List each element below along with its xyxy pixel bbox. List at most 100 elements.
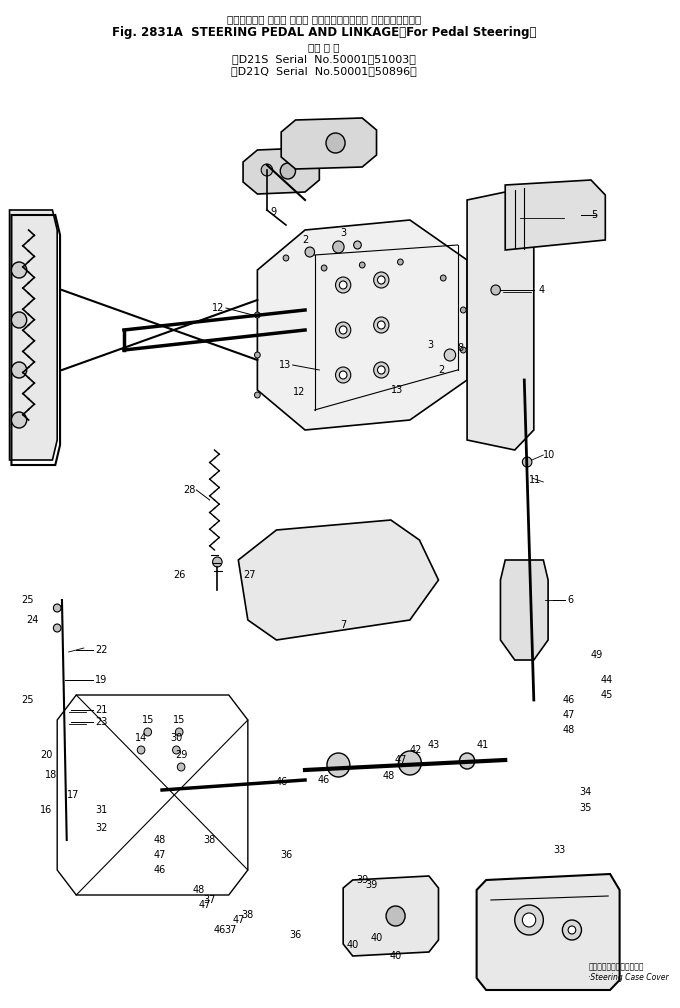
Text: 34: 34 <box>579 787 592 797</box>
Polygon shape <box>238 520 439 640</box>
Text: 36: 36 <box>290 930 302 940</box>
Text: （D21S  Serial  No.50001～51003）: （D21S Serial No.50001～51003） <box>232 54 416 64</box>
Circle shape <box>335 322 351 338</box>
Text: 38: 38 <box>203 835 216 845</box>
Text: 15: 15 <box>173 715 186 725</box>
Circle shape <box>374 272 389 288</box>
Circle shape <box>568 926 576 934</box>
Text: 4: 4 <box>539 285 545 295</box>
Text: 8: 8 <box>458 343 464 353</box>
Circle shape <box>460 307 466 313</box>
Polygon shape <box>467 190 534 450</box>
Circle shape <box>327 753 350 777</box>
Text: 2: 2 <box>302 235 308 245</box>
Text: 12: 12 <box>292 387 305 397</box>
Circle shape <box>175 728 183 736</box>
Polygon shape <box>282 118 377 169</box>
Text: 22: 22 <box>95 645 108 655</box>
Polygon shape <box>500 560 548 660</box>
Text: 31: 31 <box>95 805 107 815</box>
Text: 46: 46 <box>154 865 166 875</box>
Text: 47: 47 <box>232 915 245 925</box>
Text: 28: 28 <box>183 485 195 495</box>
Circle shape <box>441 275 446 281</box>
Circle shape <box>339 326 347 334</box>
Circle shape <box>333 241 344 253</box>
Circle shape <box>377 366 385 374</box>
Circle shape <box>377 321 385 329</box>
Circle shape <box>398 751 422 775</box>
Circle shape <box>374 317 389 333</box>
Circle shape <box>562 920 581 940</box>
Circle shape <box>522 913 536 927</box>
Text: 35: 35 <box>579 803 592 813</box>
Text: 46: 46 <box>213 925 225 935</box>
Text: 10: 10 <box>543 450 556 460</box>
Text: 46: 46 <box>318 775 330 785</box>
Text: 19: 19 <box>95 675 107 685</box>
Circle shape <box>386 906 405 926</box>
Circle shape <box>254 312 260 318</box>
Circle shape <box>491 285 500 295</box>
Text: 13: 13 <box>279 360 291 370</box>
Text: 38: 38 <box>241 910 254 920</box>
Text: 32: 32 <box>95 823 107 833</box>
Circle shape <box>254 352 260 358</box>
Circle shape <box>12 312 27 328</box>
Text: 3: 3 <box>340 228 346 238</box>
Text: 25: 25 <box>21 595 33 605</box>
Polygon shape <box>257 220 467 430</box>
Text: 37: 37 <box>203 895 216 905</box>
Circle shape <box>144 728 152 736</box>
Circle shape <box>213 557 222 566</box>
Circle shape <box>339 371 347 379</box>
Circle shape <box>254 392 260 398</box>
Circle shape <box>339 281 347 289</box>
Text: 18: 18 <box>45 770 57 780</box>
Text: 30: 30 <box>170 733 182 743</box>
Text: 20: 20 <box>40 750 52 760</box>
Circle shape <box>54 604 61 612</box>
Circle shape <box>177 763 185 771</box>
Text: 21: 21 <box>95 705 107 715</box>
Text: 27: 27 <box>243 570 256 580</box>
Text: 47: 47 <box>394 755 407 765</box>
Text: 7: 7 <box>340 620 346 630</box>
Text: 23: 23 <box>95 717 107 727</box>
Text: 42: 42 <box>409 745 422 755</box>
Text: 37: 37 <box>224 925 237 935</box>
Circle shape <box>460 753 475 769</box>
Text: 26: 26 <box>173 570 186 580</box>
Text: 48: 48 <box>562 725 575 735</box>
Text: ステアリングケースカバー: ステアリングケースカバー <box>588 963 644 972</box>
Circle shape <box>283 255 289 261</box>
Text: 39: 39 <box>356 875 369 885</box>
Text: Fig. 2831A  STEERING PEDAL AND LINKAGE（For Pedal Steering）: Fig. 2831A STEERING PEDAL AND LINKAGE（Fo… <box>112 26 537 39</box>
Circle shape <box>280 163 296 179</box>
Text: 40: 40 <box>347 940 359 950</box>
Text: 9: 9 <box>271 207 277 217</box>
Text: 46: 46 <box>562 695 575 705</box>
Circle shape <box>444 349 456 361</box>
Text: 39: 39 <box>366 880 378 890</box>
Text: 43: 43 <box>428 740 440 750</box>
Text: 47: 47 <box>154 850 166 860</box>
Polygon shape <box>505 180 605 250</box>
Circle shape <box>261 164 273 176</box>
Text: 40: 40 <box>371 933 383 943</box>
Polygon shape <box>243 148 320 194</box>
Circle shape <box>335 367 351 383</box>
Text: 48: 48 <box>192 885 205 895</box>
Circle shape <box>137 746 145 754</box>
Text: 3: 3 <box>427 340 433 350</box>
Polygon shape <box>343 876 439 956</box>
Text: 6: 6 <box>567 595 573 605</box>
Text: 2: 2 <box>439 365 445 375</box>
Text: 17: 17 <box>67 790 79 800</box>
Text: 15: 15 <box>141 715 154 725</box>
Text: 14: 14 <box>135 733 147 743</box>
Polygon shape <box>10 210 57 460</box>
Circle shape <box>12 262 27 278</box>
Circle shape <box>326 133 345 153</box>
Text: 41: 41 <box>477 740 489 750</box>
